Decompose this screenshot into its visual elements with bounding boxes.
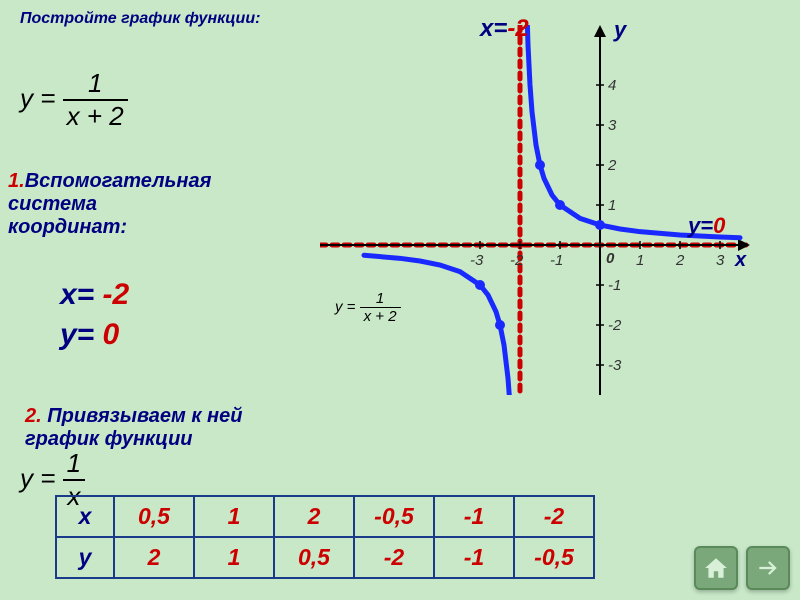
table-cell: 0,5	[274, 537, 354, 578]
svg-text:2: 2	[607, 157, 617, 174]
asym-y-val: 0	[713, 213, 725, 238]
nav-buttons	[694, 546, 790, 590]
axis-label-x: х	[735, 249, 746, 272]
table-cell: 2	[274, 496, 354, 537]
aux-y-lhs: y=	[60, 318, 94, 351]
page-title: Постройте график функции:	[20, 10, 260, 28]
home-icon	[703, 555, 729, 581]
asym-label-x: х=-2	[480, 15, 529, 43]
svg-text:-1: -1	[550, 252, 563, 269]
aux-x-lhs: x=	[60, 278, 94, 311]
row-header-y: у	[56, 537, 114, 578]
step1-line1: Вспомогательная	[25, 170, 212, 192]
next-button[interactable]	[746, 546, 790, 590]
formula-den: x + 2	[63, 101, 128, 132]
xlabel: х	[735, 249, 746, 271]
formula-main: y = 1 x + 2	[20, 68, 128, 132]
ylabel: у	[614, 17, 626, 42]
svg-text:3: 3	[716, 252, 725, 269]
svg-text:1: 1	[636, 252, 644, 269]
table-cell: 0,5	[114, 496, 194, 537]
formula-bottom-num: 1	[63, 448, 85, 481]
table-cell: -2	[354, 537, 434, 578]
svg-text:-2: -2	[608, 317, 622, 334]
aux-x: x= -2	[60, 278, 129, 312]
svg-text:-2: -2	[510, 252, 524, 269]
table-cell: -2	[514, 496, 594, 537]
svg-text:0: 0	[606, 250, 615, 267]
step1-line2: система	[8, 193, 97, 215]
svg-text:-1: -1	[608, 277, 621, 294]
axis-label-y: у	[614, 17, 626, 43]
table-cell: -0,5	[514, 537, 594, 578]
chart: 0-3-2-1123-4-3-2-11234 х=-2 у=0 у х	[320, 25, 750, 395]
table-cell: -1	[434, 496, 514, 537]
data-table: х 0,5 1 2 -0,5 -1 -2 у 2 1 0,5 -2 -1 -0,…	[55, 495, 595, 579]
asym-x-prefix: х=	[480, 15, 507, 42]
row-header-x: х	[56, 496, 114, 537]
step2-num: 2.	[25, 405, 42, 427]
formula-bottom-lhs: y =	[20, 463, 55, 493]
formula-num: 1	[63, 68, 128, 101]
table-cell: 1	[194, 537, 274, 578]
chart-svg: 0-3-2-1123-4-3-2-11234	[320, 25, 750, 395]
formula-lhs: y =	[20, 83, 55, 113]
step1-label: 1.Вспомогательная система координат:	[8, 170, 211, 239]
svg-text:3: 3	[608, 117, 617, 134]
title-text: Постройте график функции:	[20, 10, 260, 27]
svg-text:1: 1	[608, 197, 616, 214]
svg-text:2: 2	[675, 252, 685, 269]
step2-label: 2. Привязываем к ней график функции	[25, 405, 315, 451]
svg-text:-3: -3	[470, 252, 484, 269]
arrow-right-icon	[755, 555, 781, 581]
table-row-y: у 2 1 0,5 -2 -1 -0,5	[56, 537, 594, 578]
asym-y-prefix: у=	[688, 213, 713, 238]
aux-y: y= 0	[60, 318, 119, 352]
aux-x-val: -2	[94, 278, 129, 311]
step1-line3: координат:	[8, 216, 127, 238]
asym-x-val: -2	[507, 15, 528, 42]
step1-num: 1.	[8, 170, 25, 192]
asym-label-y: у=0	[688, 213, 725, 239]
table-cell: 1	[194, 496, 274, 537]
svg-text:4: 4	[608, 77, 616, 94]
table-cell: -1	[434, 537, 514, 578]
table-row-x: х 0,5 1 2 -0,5 -1 -2	[56, 496, 594, 537]
svg-text:-3: -3	[608, 357, 622, 374]
aux-y-val: 0	[94, 318, 119, 351]
table-cell: -0,5	[354, 496, 434, 537]
home-button[interactable]	[694, 546, 738, 590]
step2-text: Привязываем к ней график функции	[25, 405, 242, 450]
table-cell: 2	[114, 537, 194, 578]
